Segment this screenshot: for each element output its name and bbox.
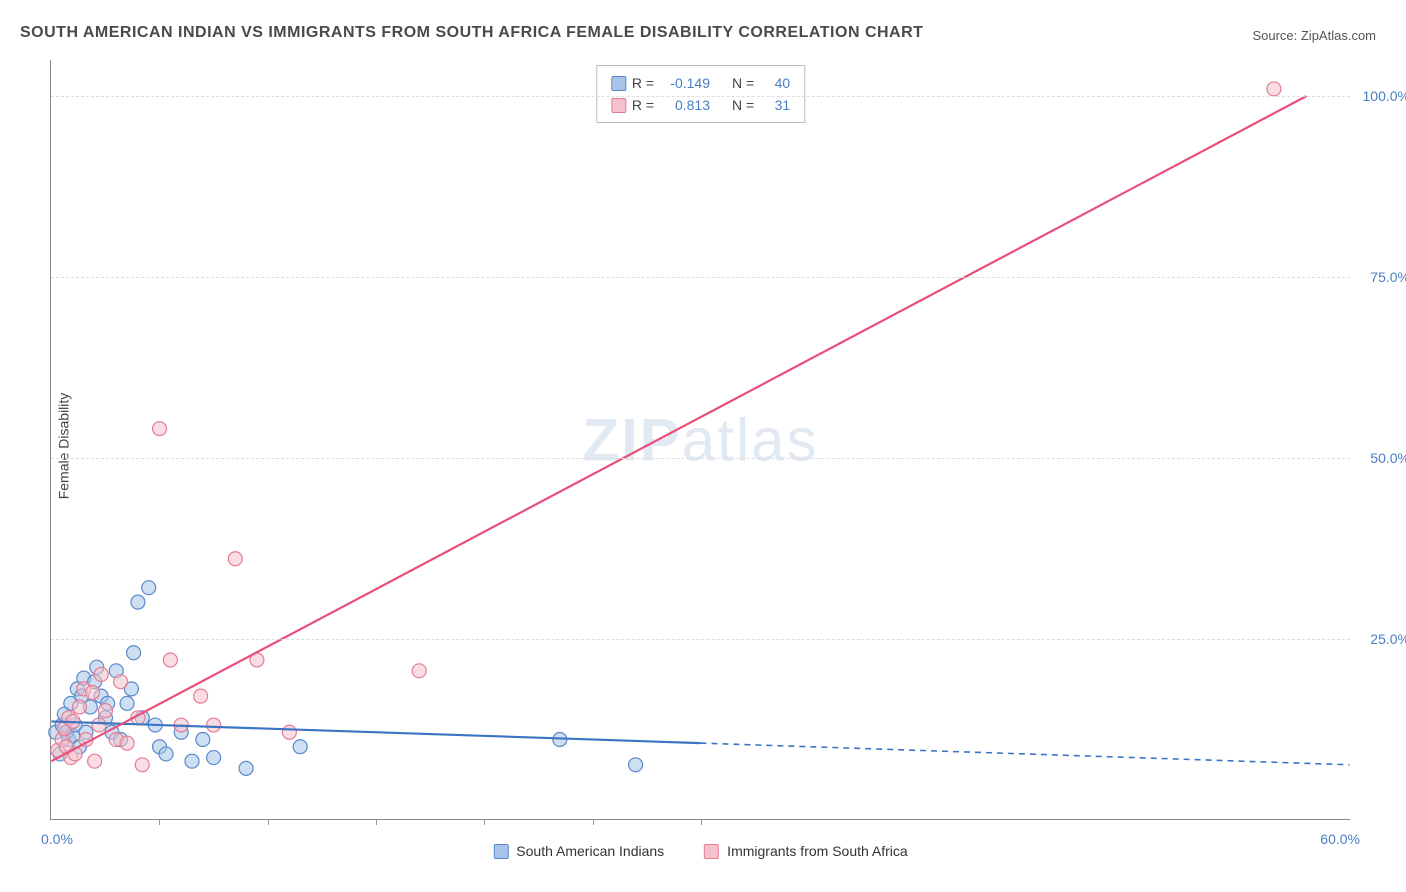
data-point — [412, 664, 426, 678]
data-point — [153, 422, 167, 436]
legend-swatch — [611, 98, 626, 113]
data-point — [92, 718, 106, 732]
x-tick — [701, 819, 702, 825]
regression-line — [51, 721, 700, 743]
x-tick — [593, 819, 594, 825]
stats-row: R = -0.149 N = 40 — [611, 72, 790, 94]
n-value: 31 — [760, 94, 790, 116]
x-axis-min-label: 0.0% — [41, 831, 73, 847]
x-axis-max-label: 60.0% — [1320, 831, 1360, 847]
x-tick — [484, 819, 485, 825]
x-tick — [376, 819, 377, 825]
n-label: N = — [732, 72, 754, 94]
gridline — [51, 639, 1350, 640]
data-point — [239, 761, 253, 775]
data-point — [98, 704, 112, 718]
data-point — [159, 747, 173, 761]
gridline — [51, 277, 1350, 278]
legend-swatch — [493, 844, 508, 859]
y-tick-label: 25.0% — [1370, 631, 1406, 647]
regression-line-extension — [701, 743, 1350, 765]
r-value: 0.813 — [660, 94, 710, 116]
stats-row: R = 0.813 N = 31 — [611, 94, 790, 116]
data-point — [194, 689, 208, 703]
legend-swatch — [611, 76, 626, 91]
data-point — [142, 581, 156, 595]
gridline — [51, 96, 1350, 97]
data-point — [120, 696, 134, 710]
gridline — [51, 458, 1350, 459]
data-point — [163, 653, 177, 667]
data-point — [228, 552, 242, 566]
stats-box: R = -0.149 N = 40 R = 0.813 N = 31 — [596, 65, 805, 123]
data-point — [293, 740, 307, 754]
legend-item: South American Indians — [493, 843, 664, 859]
data-point — [135, 758, 149, 772]
x-tick — [159, 819, 160, 825]
data-point — [207, 751, 221, 765]
legend-item: Immigrants from South Africa — [704, 843, 908, 859]
legend-swatch — [704, 844, 719, 859]
r-label: R = — [632, 94, 654, 116]
legend-label: Immigrants from South Africa — [727, 843, 908, 859]
data-point — [196, 732, 210, 746]
data-point — [85, 686, 99, 700]
x-tick — [268, 819, 269, 825]
source-label: Source: ZipAtlas.com — [1252, 28, 1376, 43]
data-point — [282, 725, 296, 739]
chart-title: SOUTH AMERICAN INDIAN VS IMMIGRANTS FROM… — [20, 24, 923, 42]
data-point — [131, 595, 145, 609]
legend: South American Indians Immigrants from So… — [493, 843, 907, 859]
data-point — [127, 646, 141, 660]
plot-svg — [51, 60, 1350, 819]
regression-line — [51, 96, 1306, 761]
y-tick-label: 50.0% — [1370, 450, 1406, 466]
y-tick-label: 100.0% — [1363, 88, 1406, 104]
data-point — [629, 758, 643, 772]
r-label: R = — [632, 72, 654, 94]
data-point — [1267, 82, 1281, 96]
y-tick-label: 75.0% — [1370, 269, 1406, 285]
n-value: 40 — [760, 72, 790, 94]
data-point — [207, 718, 221, 732]
data-point — [114, 675, 128, 689]
data-point — [94, 667, 108, 681]
data-point — [120, 736, 134, 750]
data-point — [185, 754, 199, 768]
r-value: -0.149 — [660, 72, 710, 94]
legend-label: South American Indians — [516, 843, 664, 859]
n-label: N = — [732, 94, 754, 116]
data-point — [72, 700, 86, 714]
data-point — [88, 754, 102, 768]
plot-area: ZIPatlas R =-0.149N =40R =0.813N =31 0.0… — [50, 60, 1350, 820]
